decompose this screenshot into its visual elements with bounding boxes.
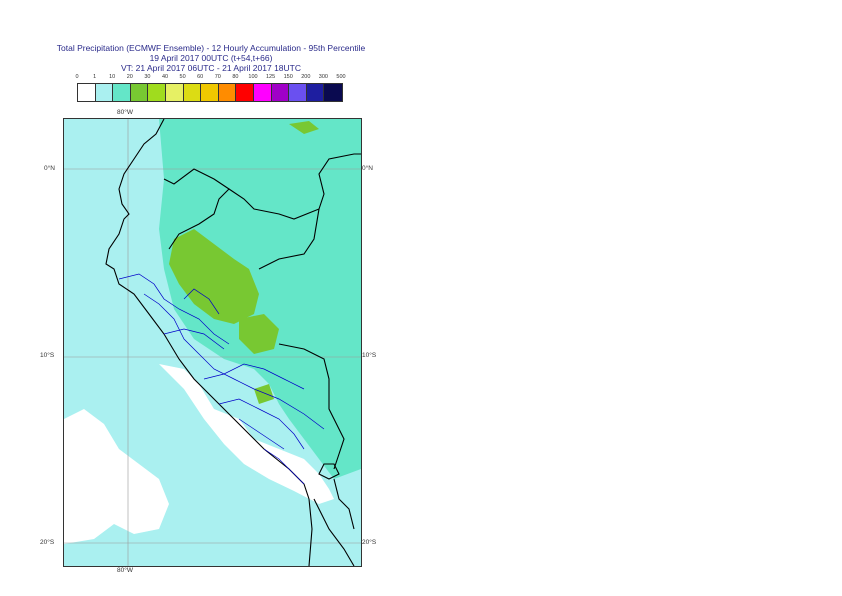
legend-label-2: 10 <box>109 74 116 80</box>
legend-swatch-11 <box>271 84 290 101</box>
legend-label-9: 80 <box>232 74 239 80</box>
precipitation-map[interactable] <box>63 118 362 567</box>
lat-label-0-left: 0°N <box>44 165 55 172</box>
legend-label-10: 100 <box>248 74 258 80</box>
lon-label-bottom: 80°W <box>117 567 133 574</box>
legend-label-0: 0 <box>75 74 79 80</box>
heavy-precip-patch-north <box>289 121 319 134</box>
chart-title-line3: VT: 21 April 2017 06UTC - 21 April 2017 … <box>120 63 301 73</box>
legend-swatch-9 <box>236 84 254 101</box>
legend-swatch-4 <box>148 84 166 101</box>
legend-swatch-2 <box>113 84 131 101</box>
legend-swatch-0 <box>78 84 96 101</box>
chart-title-line2: 19 April 2017 00UTC (t+54,t+66) <box>149 53 273 63</box>
legend-label-14: 300 <box>318 74 328 80</box>
regional-borders <box>118 273 325 485</box>
legend-label-6: 50 <box>179 74 186 80</box>
lat-label-20s-right: 20°S <box>362 539 377 546</box>
legend-label-8: 70 <box>214 74 221 80</box>
legend-label-7: 60 <box>197 74 204 80</box>
legend-label-5: 40 <box>161 74 169 80</box>
legend-colorbar <box>77 83 343 102</box>
lon-label-top: 80°W <box>117 109 133 116</box>
graticule <box>64 119 361 566</box>
heavy-precip-patch <box>254 384 274 404</box>
lat-label-0-right: 0°N <box>362 165 373 172</box>
legend-swatch-6 <box>183 84 202 101</box>
legend-labels: 0 1 10 20 30 40 50 60 70 80 100 125 150 200 300 500 <box>70 74 360 82</box>
legend-swatch-10 <box>253 84 272 101</box>
no-precip-land-south <box>159 364 334 504</box>
lat-label-10s-left: 10°S <box>40 352 55 359</box>
legend-swatch-12 <box>289 84 307 101</box>
legend-label-11: 125 <box>266 74 276 80</box>
heavy-precip-region-north <box>169 229 259 324</box>
legend-swatch-1 <box>95 84 114 101</box>
legend-label-1: 1 <box>93 74 97 80</box>
legend-label-3: 20 <box>126 74 133 80</box>
no-precip-ocean-sw <box>64 409 169 544</box>
legend-swatch-3 <box>130 84 149 101</box>
legend-label-4: 30 <box>144 74 151 80</box>
lat-label-10s-right: 10°S <box>362 352 377 359</box>
no-precip-ocean-w <box>64 479 74 514</box>
legend-swatch-7 <box>201 84 219 101</box>
legend-swatch-5 <box>165 84 184 101</box>
lat-label-20s-left: 20°S <box>40 539 55 546</box>
moderate-precip-region <box>159 119 361 479</box>
legend-swatch-13 <box>306 84 325 101</box>
legend-label-15: 500 <box>336 74 346 80</box>
map-svg <box>64 119 361 566</box>
legend-swatch-8 <box>218 84 237 101</box>
chart-title-line1: Total Precipitation (ECMWF Ensemble) - 1… <box>56 43 366 53</box>
legend-label-13: 200 <box>301 74 311 80</box>
legend-swatch-14 <box>324 84 342 101</box>
country-borders <box>105 119 361 566</box>
legend-label-12: 150 <box>283 74 293 80</box>
heavy-precip-region-central <box>239 314 279 354</box>
